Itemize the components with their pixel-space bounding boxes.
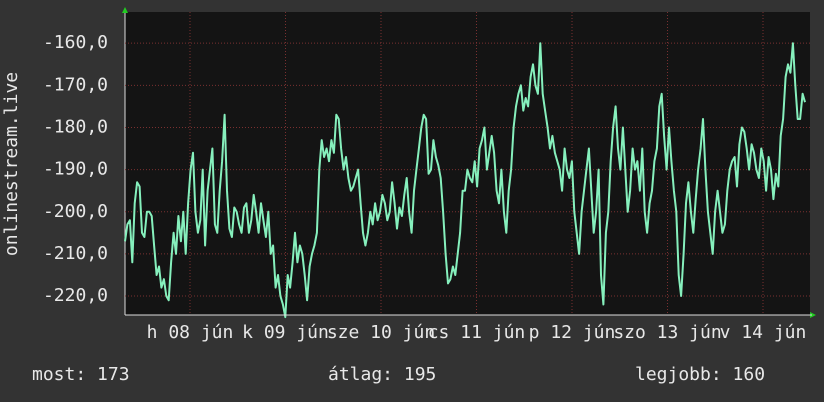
footer-average: átlag: 195 [328, 364, 436, 385]
y-tick-label: -170,0 [43, 74, 108, 95]
y-tick-label: -180,0 [43, 116, 108, 137]
y-tick-label: -160,0 [43, 32, 108, 53]
x-tick-label: cs 11 jún [428, 322, 526, 343]
plot-area [125, 12, 810, 315]
x-tick-label: p 12 jún [529, 322, 616, 343]
footer-current: most: 173 [32, 364, 130, 385]
y-tick-label: -210,0 [43, 243, 108, 264]
y-tick-label: -190,0 [43, 159, 108, 180]
x-tick-label: szo 13 jún [613, 322, 721, 343]
data-line [124, 42, 806, 319]
axis-arrow [810, 312, 816, 318]
x-tick-label: sze 10 jún [327, 322, 435, 343]
x-tick-label: v 14 jún [720, 322, 807, 343]
y-tick-label: -200,0 [43, 201, 108, 222]
x-tick-label: k 09 jún [242, 322, 329, 343]
y-tick-label: -220,0 [43, 285, 108, 306]
x-tick-label: h 08 jún [147, 322, 234, 343]
y-axis-label: onlinestream.live [1, 72, 22, 256]
footer-best: legjobb: 160 [635, 364, 765, 385]
axis-arrow [122, 7, 128, 13]
